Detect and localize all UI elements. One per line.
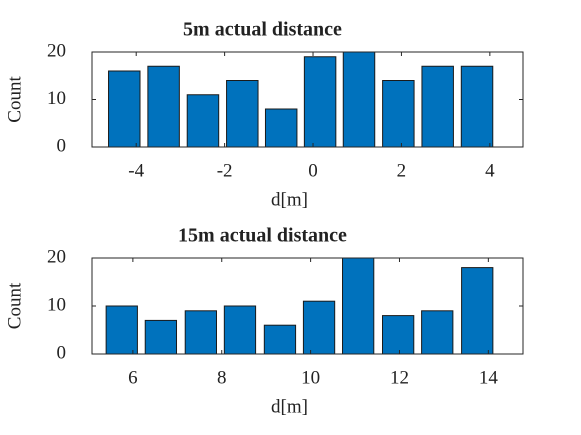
bar — [105, 305, 138, 355]
chart-title: 5m actual distance — [183, 19, 342, 41]
bar — [303, 56, 337, 148]
bar — [421, 310, 454, 355]
bar — [184, 310, 218, 355]
y-tick-label: 10 — [47, 88, 66, 109]
bar — [302, 300, 336, 355]
x-tick-label: 4 — [485, 160, 495, 181]
y-tick-label: 20 — [47, 246, 66, 267]
y-tick-label: 10 — [47, 294, 66, 315]
y-axis-label: Count — [4, 76, 25, 123]
bar — [226, 80, 259, 148]
x-tick-label: 2 — [397, 160, 407, 181]
x-tick-label: 8 — [217, 367, 227, 388]
y-tick-label: 20 — [47, 40, 66, 61]
bar — [147, 65, 180, 148]
bar — [263, 324, 297, 355]
x-tick-label: 0 — [308, 160, 318, 181]
x-tick-label: 6 — [128, 367, 138, 388]
y-axis-label: Count — [4, 282, 25, 329]
bar — [342, 51, 376, 148]
x-tick-label: -2 — [217, 160, 233, 181]
bar — [144, 319, 178, 355]
bar — [382, 80, 415, 148]
bar — [461, 267, 494, 355]
bar — [223, 305, 257, 355]
x-tick-label: 10 — [301, 367, 320, 388]
x-axis-label: d[m] — [271, 396, 308, 417]
bar — [421, 65, 454, 148]
x-tick-label: 14 — [479, 367, 499, 388]
y-tick-label: 0 — [57, 342, 67, 363]
bar — [264, 108, 298, 148]
y-tick-label: 0 — [57, 135, 67, 156]
bar — [342, 257, 375, 355]
bar — [186, 94, 220, 148]
bar — [460, 65, 494, 148]
x-tick-label: 12 — [390, 367, 409, 388]
bar — [108, 70, 141, 148]
bar — [382, 315, 415, 355]
chart-title: 15m actual distance — [178, 225, 347, 247]
x-axis-label: d[m] — [271, 189, 308, 210]
x-tick-label: -4 — [128, 160, 144, 181]
